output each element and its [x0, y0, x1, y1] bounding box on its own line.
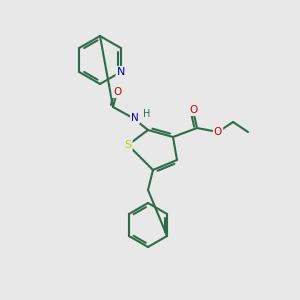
Text: O: O: [189, 105, 197, 115]
Text: O: O: [214, 127, 222, 137]
Text: S: S: [124, 140, 132, 150]
Text: O: O: [113, 87, 121, 97]
Text: N: N: [117, 67, 125, 77]
Text: H: H: [143, 109, 151, 119]
Text: N: N: [131, 113, 139, 123]
